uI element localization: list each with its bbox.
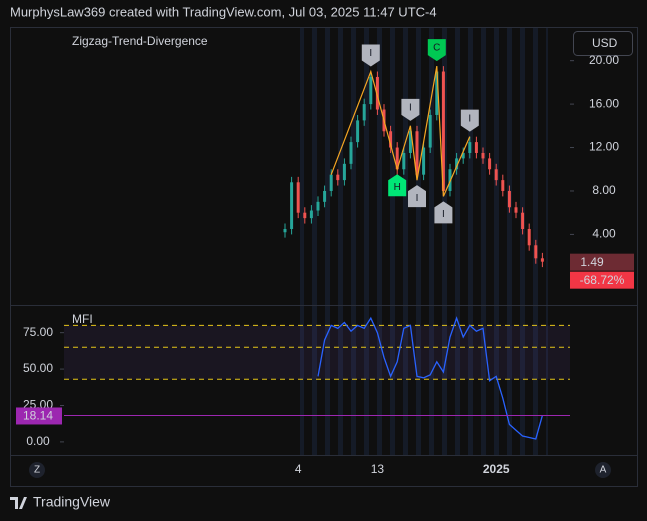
candle-body: [435, 71, 439, 115]
candle-body: [540, 258, 544, 262]
candle-body: [494, 169, 498, 181]
session-background: [300, 28, 548, 456]
candle-body: [468, 142, 472, 153]
last-value-label: 18.14: [23, 409, 53, 423]
change-box: [570, 271, 634, 289]
candle-body: [455, 158, 459, 170]
zigzag-marker: [427, 39, 446, 62]
header-text: MurphysLaw369 created with TradingView.c…: [10, 4, 437, 19]
last-price-box: [570, 253, 634, 271]
y-tick-label: 8.00: [592, 183, 616, 197]
candle-body: [422, 147, 426, 175]
zigzag-label: I: [369, 48, 372, 59]
candle-body: [336, 174, 340, 181]
candle-body: [395, 147, 399, 170]
y-tick-label: 0.00: [26, 434, 50, 448]
last-price-label: 1.49: [580, 255, 604, 269]
change-label: -68.72%: [580, 273, 625, 287]
zigzag-label: I: [416, 193, 419, 204]
zigzag-marker: [388, 174, 407, 197]
x-tick-label: 4: [295, 462, 302, 476]
y-tick-label: 16.00: [589, 96, 619, 110]
zigzag-marker: [408, 185, 426, 208]
zigzag-label: C: [433, 43, 440, 54]
x-tick-label: 2025: [483, 462, 510, 476]
candle-body: [309, 210, 313, 219]
candle-body: [461, 152, 465, 159]
candle-body: [481, 152, 485, 159]
y-tick-label: 75.00: [23, 325, 53, 339]
candle-body: [342, 163, 346, 181]
candle-body: [527, 228, 531, 246]
zigzag-marker: [361, 44, 380, 67]
y-tick-label: 20.00: [589, 53, 619, 67]
zoom-button[interactable]: [29, 462, 45, 478]
zigzag-marker: [434, 201, 453, 224]
candle-body: [428, 114, 432, 148]
currency-label: USD: [592, 36, 618, 50]
currency-button[interactable]: [573, 31, 633, 56]
y-tick-label: 4.00: [592, 227, 616, 241]
auto-button[interactable]: [595, 462, 611, 478]
mfi-line: [317, 316, 544, 440]
candle-body: [362, 104, 366, 121]
candle-body: [329, 174, 333, 191]
zigzag-line: [330, 65, 471, 197]
footer-text: TradingView: [33, 494, 111, 510]
candle-body: [501, 180, 505, 191]
candle-body: [316, 201, 320, 211]
candle-body: [441, 71, 445, 191]
candle-body: [402, 152, 406, 170]
candle-body: [323, 190, 327, 202]
zigzag-marker: [460, 109, 479, 132]
band-fill: [64, 325, 570, 380]
candle-body: [474, 142, 478, 153]
logo: [10, 497, 27, 509]
auto-label: A: [600, 465, 607, 476]
y-tick-label: 50.00: [23, 361, 53, 375]
candle-body: [375, 76, 379, 110]
candle-body: [534, 245, 538, 259]
candle-body: [507, 190, 511, 208]
candle-body: [514, 207, 518, 213]
candle-body: [283, 228, 287, 233]
y-tick-label: 12.00: [589, 140, 619, 154]
zigzag-label: I: [468, 113, 471, 124]
candle-body: [408, 131, 412, 153]
candle-body: [356, 120, 360, 143]
zoom-label: Z: [34, 465, 40, 476]
candle-body: [521, 212, 525, 229]
zigzag-label: I: [409, 102, 412, 113]
session-stripes: [300, 28, 548, 456]
candle-body: [296, 182, 300, 213]
indicator-title: Zigzag-Trend-Divergence: [72, 34, 208, 48]
zigzag-marker: [401, 98, 420, 121]
candle-body: [488, 158, 492, 170]
zigzag-label: H: [394, 182, 401, 193]
logo-mark: [10, 497, 27, 509]
candle-body: [369, 76, 373, 105]
candle-body: [415, 131, 419, 175]
candle-body: [389, 131, 393, 148]
mfi-title: MFI: [72, 312, 93, 326]
candle-body: [303, 212, 307, 219]
x-tick-label: 13: [371, 462, 385, 476]
last-value-box: [16, 407, 62, 425]
candle-body: [349, 142, 353, 164]
zigzag-label: I: [442, 209, 445, 220]
candle-body: [290, 182, 294, 229]
